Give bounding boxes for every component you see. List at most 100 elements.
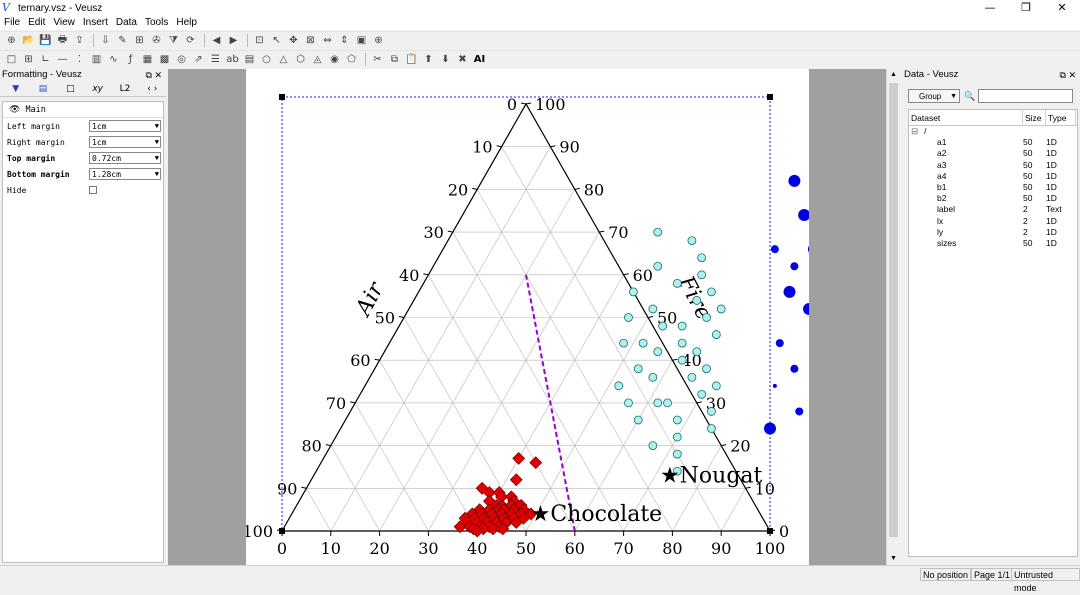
ellipse-icon[interactable]: ○ bbox=[262, 54, 271, 65]
tab-xy[interactable]: xy bbox=[92, 83, 103, 94]
menu-file[interactable]: File bbox=[4, 17, 21, 28]
next-page-icon[interactable]: ▶ bbox=[229, 35, 238, 46]
open-icon[interactable]: 📂 bbox=[22, 35, 35, 46]
new-document-icon[interactable]: ⊕ bbox=[7, 35, 16, 46]
reload-icon[interactable]: ⟳ bbox=[186, 35, 195, 46]
vector-field-icon[interactable]: ⇗ bbox=[194, 54, 203, 65]
zoom-menu-icon[interactable]: ⊕ bbox=[374, 35, 383, 46]
scroll-down-icon[interactable]: ▼ bbox=[890, 555, 897, 562]
tab-border[interactable]: □ bbox=[66, 83, 75, 94]
label-icon[interactable]: ab bbox=[226, 54, 239, 65]
zoom-graph-icon[interactable]: ⊠ bbox=[306, 35, 315, 46]
dataset-row[interactable]: lx 2 1D bbox=[909, 216, 1077, 227]
ternary-plot[interactable]: 0001010102020203030304040405050506060607… bbox=[246, 69, 809, 565]
pick-icon[interactable]: ✥ bbox=[289, 35, 298, 46]
contour-icon[interactable]: ◎ bbox=[177, 54, 186, 65]
menu-help[interactable]: Help bbox=[176, 17, 197, 28]
print-icon[interactable]: 🖶 bbox=[57, 34, 68, 45]
fit-icon[interactable]: ∿ bbox=[109, 54, 118, 65]
left-tick-label: 80 bbox=[301, 437, 321, 456]
save-icon[interactable]: 💾 bbox=[39, 35, 52, 46]
panel-float-close-icon[interactable]: ⧉ ✕ bbox=[145, 70, 162, 80]
zoom-fit-icon[interactable]: ⊡ bbox=[255, 35, 264, 46]
polar-icon[interactable]: ◉ bbox=[330, 54, 339, 65]
key-icon[interactable]: ☰ bbox=[211, 54, 220, 65]
right-margin-combo[interactable]: 1cm ▼ bbox=[89, 136, 161, 148]
tab-main[interactable]: ▼ bbox=[12, 83, 20, 94]
zoom-height-icon[interactable]: ⇕ bbox=[340, 35, 349, 46]
edit-data-icon[interactable]: ✎ bbox=[118, 35, 127, 46]
axis-icon[interactable]: — bbox=[57, 54, 68, 65]
shape-icon[interactable]: ⬠ bbox=[347, 54, 356, 65]
group-combo[interactable]: Group ▼ bbox=[908, 89, 960, 103]
zoom-width-icon[interactable]: ⇔ bbox=[323, 35, 332, 46]
export-icon[interactable]: ⇪ bbox=[75, 35, 84, 46]
colorbar-icon[interactable]: ▤ bbox=[244, 54, 255, 65]
dataset-row[interactable]: sizes 50 1D bbox=[909, 238, 1077, 249]
zoom-page-icon[interactable]: ▣ bbox=[356, 35, 367, 46]
dataset-row[interactable]: b2 50 1D bbox=[909, 193, 1077, 204]
import-data-icon[interactable]: ⇩ bbox=[101, 35, 110, 46]
scroll-up-icon[interactable]: ▲ bbox=[890, 71, 897, 78]
3d-icon[interactable]: ⬡ bbox=[296, 54, 305, 65]
graph-icon[interactable]: ∟ bbox=[41, 54, 50, 65]
left-margin-combo[interactable]: 1cm ▼ bbox=[89, 120, 161, 132]
canvas-vertical-scrollbar[interactable]: ▲ ▼ bbox=[886, 69, 900, 565]
polygon-icon[interactable]: △ bbox=[279, 54, 288, 65]
close-button[interactable]: ✕ bbox=[1057, 1, 1067, 14]
filter-icon[interactable]: ⧩ bbox=[169, 35, 178, 46]
maximize-button[interactable]: ❐ bbox=[1021, 1, 1031, 14]
menu-insert[interactable]: Insert bbox=[82, 17, 108, 28]
dataset-root-row[interactable]: ⊟ / bbox=[909, 126, 1077, 137]
menu-edit[interactable]: Edit bbox=[28, 17, 46, 28]
paste-icon[interactable]: 📋 bbox=[405, 54, 418, 65]
image-icon[interactable]: ▩ bbox=[159, 54, 170, 65]
delete-icon[interactable]: ✖ bbox=[458, 54, 467, 65]
page-icon[interactable]: □ bbox=[6, 54, 17, 65]
left-tick-label: 100 bbox=[246, 522, 273, 541]
plot-canvas-area[interactable]: 0 0 0 10 10 10 20 20 20 30 30 30 40 40 40 50 50 50 60 60 60 7… bbox=[168, 69, 886, 565]
hide-checkbox[interactable] bbox=[89, 186, 97, 194]
tab-scroll-arrows[interactable]: ‹ › bbox=[147, 83, 158, 94]
top-margin-combo[interactable]: 0.72cm ▼ bbox=[89, 152, 161, 164]
panel-float-close-icon[interactable]: ⧉ ✕ bbox=[1059, 70, 1076, 80]
column-size[interactable]: Size bbox=[1023, 110, 1046, 125]
scroll-thumb[interactable] bbox=[889, 83, 898, 537]
dataset-row[interactable]: label 2 Text bbox=[909, 204, 1077, 215]
column-dataset[interactable]: Dataset bbox=[909, 110, 1023, 125]
create-dataset-icon[interactable]: ⊞ bbox=[135, 35, 144, 46]
xy-icon[interactable]: ⁚ bbox=[77, 54, 82, 65]
function-icon[interactable]: ƒ bbox=[128, 54, 133, 65]
histogram-icon[interactable]: ▦ bbox=[142, 54, 153, 65]
copy-icon[interactable]: ⧉ bbox=[390, 54, 399, 65]
dataset-row[interactable]: b1 50 1D bbox=[909, 182, 1077, 193]
dataset-row[interactable]: a3 50 1D bbox=[909, 160, 1077, 171]
menu-data[interactable]: Data bbox=[115, 17, 137, 28]
menu-view[interactable]: View bbox=[53, 17, 75, 28]
dataset-row[interactable]: a2 50 1D bbox=[909, 148, 1077, 159]
plot-page[interactable]: 0 0 0 10 10 10 20 20 20 30 30 30 40 40 40 50 50 50 60 60 60 7… bbox=[246, 69, 809, 565]
ternary-icon[interactable]: ◬ bbox=[313, 54, 322, 65]
previous-page-icon[interactable]: ◀ bbox=[212, 35, 221, 46]
tab-fill[interactable]: ▤ bbox=[38, 83, 48, 94]
dataset-name: a1 bbox=[937, 137, 947, 148]
tab-l2[interactable]: L2 bbox=[119, 83, 131, 94]
capture-icon[interactable]: ✇ bbox=[152, 35, 161, 46]
menu-tools[interactable]: Tools bbox=[145, 17, 169, 28]
tree-collapse-icon[interactable]: ⊟ bbox=[911, 126, 919, 136]
move-up-icon[interactable]: ⬆ bbox=[424, 54, 433, 65]
dataset-row[interactable]: a1 50 1D bbox=[909, 137, 1077, 148]
bottom-margin-combo[interactable]: 1.28cm ▼ bbox=[89, 168, 161, 180]
dataset-row[interactable]: ly 2 1D bbox=[909, 227, 1077, 238]
dataset-search-input[interactable] bbox=[978, 89, 1073, 103]
ai-icon[interactable]: AI bbox=[473, 54, 486, 65]
column-type[interactable]: Type bbox=[1046, 110, 1076, 125]
cut-icon[interactable]: ✂ bbox=[373, 54, 382, 65]
move-down-icon[interactable]: ⬇ bbox=[441, 54, 450, 65]
eye-icon[interactable]: 👁 bbox=[9, 104, 21, 115]
grid-icon[interactable]: ⊞ bbox=[24, 54, 33, 65]
select-icon[interactable]: ↖ bbox=[272, 35, 281, 46]
minimize-button[interactable]: — bbox=[984, 1, 996, 14]
bar-icon[interactable]: ▥ bbox=[91, 54, 102, 65]
dataset-row[interactable]: a4 50 1D bbox=[909, 171, 1077, 182]
